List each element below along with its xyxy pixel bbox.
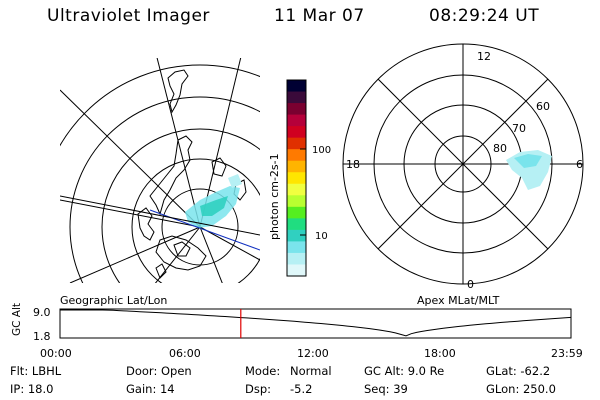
colorbar-swatch <box>287 218 306 231</box>
colorbar-unit-label: photon cm-2s-1 <box>268 153 281 240</box>
geo-meridian-grid <box>60 58 260 283</box>
colorbar-swatch <box>287 241 306 254</box>
instrument-title: Ultraviolet Imager <box>47 6 210 26</box>
colorbar-swatch <box>287 206 306 219</box>
colorbar-swatch <box>287 91 306 104</box>
dsp-label: Dsp: <box>245 382 272 396</box>
altitude-ymax: 9.0 <box>33 306 51 319</box>
colorbar-gradient <box>287 80 306 277</box>
mlat-label: 60 <box>536 100 550 113</box>
mlt-label-bottom: 0 <box>467 278 474 291</box>
colorbar-swatch <box>287 80 306 93</box>
filter-info: Flt: LBHL <box>10 364 62 378</box>
geo-map-label: Geographic Lat/Lon <box>60 294 167 307</box>
geo-latitude-grid <box>60 64 260 283</box>
colorbar: 100 10 photon cm-2s-1 <box>268 79 331 277</box>
altitude-ylabel: GC Alt <box>11 303 23 336</box>
colorbar-swatch <box>287 229 306 243</box>
apex-map-label: Apex MLat/MLT <box>417 294 500 307</box>
mode-label: Mode: <box>245 364 281 378</box>
gain-info: Gain: 14 <box>126 382 175 396</box>
observation-time: 08:29:24 UT <box>429 6 540 26</box>
geo-track-line <box>60 195 260 236</box>
seq-info: Seq: 39 <box>364 382 408 396</box>
mlt-label-top: 12 <box>477 50 491 63</box>
time-tick-label: 00:00 <box>40 347 72 360</box>
glat-info: GLat: -62.2 <box>486 364 551 378</box>
colorbar-swatch <box>287 103 306 116</box>
mlat-label: 70 <box>512 122 526 135</box>
colorbar-swatch <box>287 183 306 196</box>
apex-polar-plot: 12 18 6 0 60 70 80 <box>342 43 584 291</box>
mode-value: Normal <box>290 364 332 378</box>
time-tick-label: 23:59 <box>551 347 583 360</box>
dsp-value: -5.2 <box>290 382 313 396</box>
mlat-label: 80 <box>493 142 507 155</box>
colorbar-swatch <box>287 126 306 139</box>
colorbar-tick-label: 100 <box>312 145 331 156</box>
colorbar-swatch <box>287 252 306 266</box>
colorbar-swatch <box>287 264 306 277</box>
mlt-label-right: 6 <box>576 158 583 171</box>
ip-info: IP: 18.0 <box>10 382 54 396</box>
door-info: Door: Open <box>126 364 192 378</box>
geo-coastlines <box>137 69 247 279</box>
colorbar-frame <box>286 79 307 277</box>
altitude-plot-frame <box>59 308 572 339</box>
altitude-plot: Geographic Lat/Lon Apex MLat/MLT GC Alt … <box>11 294 583 360</box>
observation-date: 11 Mar 07 <box>274 6 365 26</box>
time-tick-label: 06:00 <box>169 347 201 360</box>
gc-alt-info: GC Alt: 9.0 Re <box>364 364 445 378</box>
colorbar-swatch <box>287 172 306 185</box>
colorbar-swatch <box>287 160 306 173</box>
altitude-curve <box>60 309 572 337</box>
apex-aurora-emission <box>506 150 552 190</box>
colorbar-swatch <box>287 149 306 162</box>
geographic-map <box>60 58 260 283</box>
geo-aurora-emission <box>185 174 242 228</box>
colorbar-swatch <box>287 137 306 150</box>
altitude-ymin: 1.8 <box>33 330 51 343</box>
time-tick-label: 12:00 <box>297 347 329 360</box>
colorbar-tick-label: 10 <box>315 231 328 242</box>
time-tick-label: 18:00 <box>424 347 456 360</box>
mlt-label-left: 18 <box>346 158 360 171</box>
colorbar-swatch <box>287 195 306 208</box>
colorbar-swatch <box>287 114 306 127</box>
glon-info: GLon: 250.0 <box>486 382 556 396</box>
